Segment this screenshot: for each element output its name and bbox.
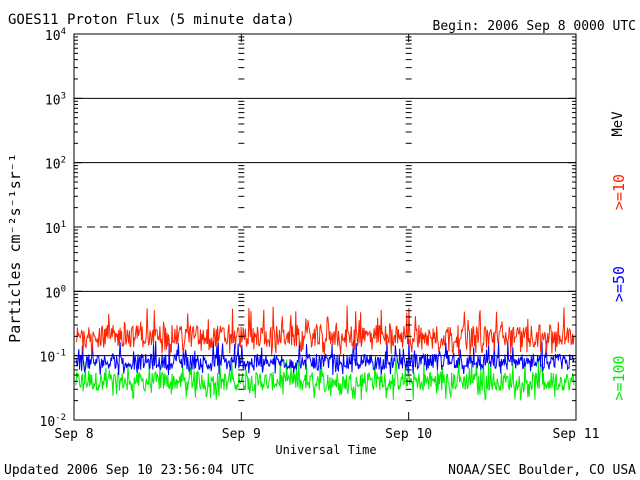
series-line-ge50 [75,339,575,376]
y-tick-label: 10-2 [40,413,67,430]
y-axis-label: Particles cm⁻²s⁻¹sr⁻¹ [6,153,24,343]
begin-time: Begin: 2006 Sep 8 0000 UTC [433,19,637,34]
x-tick-label: Sep 9 [222,427,261,442]
y-tick-label: 100 [45,284,66,301]
y-tick-label: 10-1 [40,349,67,366]
legend-series-10: >=10 [610,174,628,210]
chart-title: GOES11 Proton Flux (5 minute data) [8,12,295,28]
y-tick-label: 101 [45,220,66,237]
x-axis-label: Universal Time [275,443,376,457]
y-tick-label: 104 [45,27,66,44]
x-tick-label: Sep 11 [553,427,600,442]
credit-text: NOAA/SEC Boulder, CO USA [448,463,636,478]
legend-unit-label: MeV [610,111,626,137]
series-line-ge10 [75,305,575,356]
y-tick-label: 103 [45,91,66,108]
y-tick-label: 102 [45,156,66,173]
updated-time: Updated 2006 Sep 10 23:56:04 UTC [4,463,254,478]
x-tick-label: Sep 10 [385,427,432,442]
x-tick-label: Sep 8 [54,427,93,442]
legend-series-100: >=100 [610,355,628,400]
plot-area: 10-2 10-1 100 101 102 103 104 Sep 8 Sep 9 Sep 10 S… [40,27,600,442]
legend-series-50: >=50 [610,266,628,302]
series-line-ge100 [75,359,575,401]
